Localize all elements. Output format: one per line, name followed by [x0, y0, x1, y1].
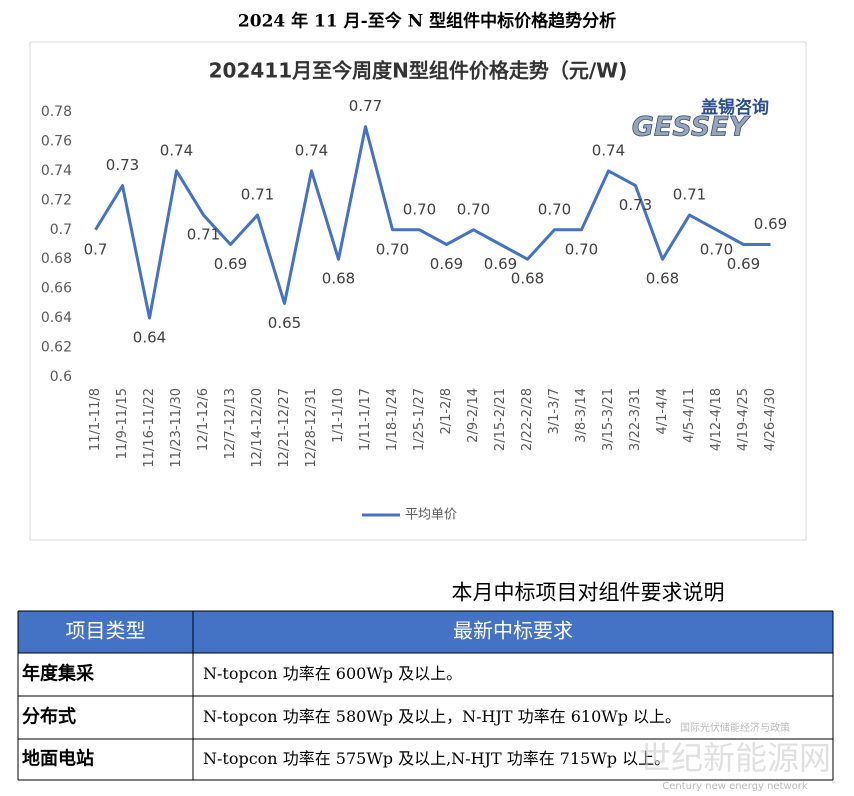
- row-label: 地面电站: [22, 748, 94, 770]
- data-label: 0.70: [538, 200, 571, 218]
- line: [94, 125, 771, 320]
- x-tick-label: 3/15-3/21: [601, 388, 616, 451]
- data-label: 0.71: [187, 226, 220, 244]
- x-tick-label: 11/1-11/8: [88, 388, 103, 451]
- y-tick-label: 0.62: [41, 340, 72, 356]
- x-tick-label: 4/1-4/4: [655, 388, 670, 435]
- x-tick-label: 1/11-1/17: [358, 388, 373, 451]
- x-tick-label: 1/1-1/10: [331, 388, 346, 443]
- x-tick-label: 12/21-12/27: [277, 388, 292, 468]
- data-label: 0.74: [295, 141, 328, 159]
- data-label: 0.69: [754, 215, 787, 233]
- x-tick-label: 3/22-3/31: [628, 388, 643, 451]
- data-label: 0.73: [619, 196, 652, 214]
- x-tick-label: 11/9-11/15: [115, 388, 130, 459]
- x-tick-label: 1/25-1/27: [412, 388, 427, 451]
- x-tick-label: 12/28-12/31: [304, 388, 319, 468]
- row-label: 分布式: [22, 706, 76, 728]
- x-tick-label: 2/1-2/8: [439, 388, 454, 435]
- watermark-sub: Century new energy network: [662, 781, 808, 792]
- logo-en: GESSEY: [632, 112, 751, 143]
- data-label: 0.71: [673, 186, 706, 204]
- data-label: 0.74: [160, 141, 193, 159]
- data-label: 0.64: [133, 329, 166, 347]
- data-label: 0.70: [565, 240, 598, 258]
- header-row: [18, 611, 833, 653]
- data-label: 0.70: [457, 200, 490, 218]
- data-label: 0.77: [349, 97, 382, 115]
- header-cell: 项目类型: [66, 619, 146, 643]
- x-tick-label: 4/12-4/18: [709, 388, 724, 451]
- row-value: N-topcon 功率在 600Wp 及以上。: [203, 664, 462, 683]
- y-tick-label: 0.72: [41, 192, 72, 208]
- x-tick-label: 12/7-12/13: [223, 388, 238, 459]
- x-tick-label: 4/26-4/30: [763, 388, 778, 451]
- row-label: 年度集采: [22, 663, 95, 685]
- row-value: N-topcon 功率在 580Wp 及以上，N-HJT 功率在 610Wp 以…: [203, 707, 681, 726]
- x-tick-label: 12/14-12/20: [250, 388, 265, 468]
- legend-label: 平均单价: [405, 508, 457, 523]
- data-label: 0.69: [430, 255, 463, 273]
- y-tick-label: 0.66: [41, 281, 72, 297]
- data-label: 0.69: [484, 255, 517, 273]
- data-label: 0.70: [376, 240, 409, 258]
- chart-frame: [29, 41, 807, 541]
- x-tick-label: 2/9-2/14: [466, 388, 481, 443]
- chart-title: 202411月至今周度N型组件价格走势（元/W): [209, 59, 628, 83]
- x-tick-label: 2/22-2/28: [520, 388, 535, 451]
- data-label: 0.69: [727, 255, 760, 273]
- watermark-main: 世纪新能源网: [639, 739, 831, 777]
- x-tick-label: 4/5-4/11: [682, 388, 697, 443]
- row-value: N-topcon 功率在 575Wp 及以上,N-HJT 功率在 715Wp 以…: [203, 749, 670, 768]
- y-tick-label: 0.74: [41, 163, 72, 179]
- x-tick-label: 11/23-11/30: [169, 388, 184, 468]
- logo-cn: 盖锡咨询: [701, 97, 769, 118]
- x-tick-label: 4/19-4/25: [736, 388, 751, 451]
- data-label: 0.70: [700, 240, 733, 258]
- data-label: 0.70: [403, 200, 436, 218]
- data-label: 0.68: [511, 270, 544, 288]
- data-label: 0.7: [84, 240, 108, 258]
- header-cell: 最新中标要求: [453, 619, 573, 643]
- data-label: 0.68: [322, 270, 355, 288]
- x-tick-label: 11/16-11/22: [142, 388, 157, 468]
- data-label: 0.69: [214, 255, 247, 273]
- watermark-top: 国际光伏储能经济与政策: [680, 721, 790, 734]
- y-tick-label: 0.76: [41, 133, 72, 149]
- data-label: 0.65: [268, 314, 301, 332]
- data-label: 0.74: [592, 141, 625, 159]
- y-tick-label: 0.64: [41, 310, 72, 326]
- x-tick-label: 12/1-12/6: [196, 388, 211, 451]
- x-tick-label: 2/15-2/21: [493, 388, 508, 451]
- y-tick-label: 0.6: [50, 369, 72, 385]
- page-title: 2024 年 11 月-至今 N 型组件中标价格趋势分析: [238, 11, 616, 32]
- table-title: 本月中标项目对组件要求说明: [452, 581, 725, 605]
- y-tick-label: 0.78: [41, 104, 72, 120]
- x-tick-label: 3/1-3/7: [547, 388, 562, 435]
- x-tick-label: 3/8-3/14: [574, 388, 589, 443]
- data-label: 0.71: [241, 186, 274, 204]
- y-tick-label: 0.7: [50, 222, 72, 238]
- data-label: 0.68: [646, 270, 679, 288]
- y-tick-label: 0.68: [41, 251, 72, 267]
- x-tick-label: 1/18-1/24: [385, 388, 400, 451]
- data-label: 0.73: [106, 156, 139, 174]
